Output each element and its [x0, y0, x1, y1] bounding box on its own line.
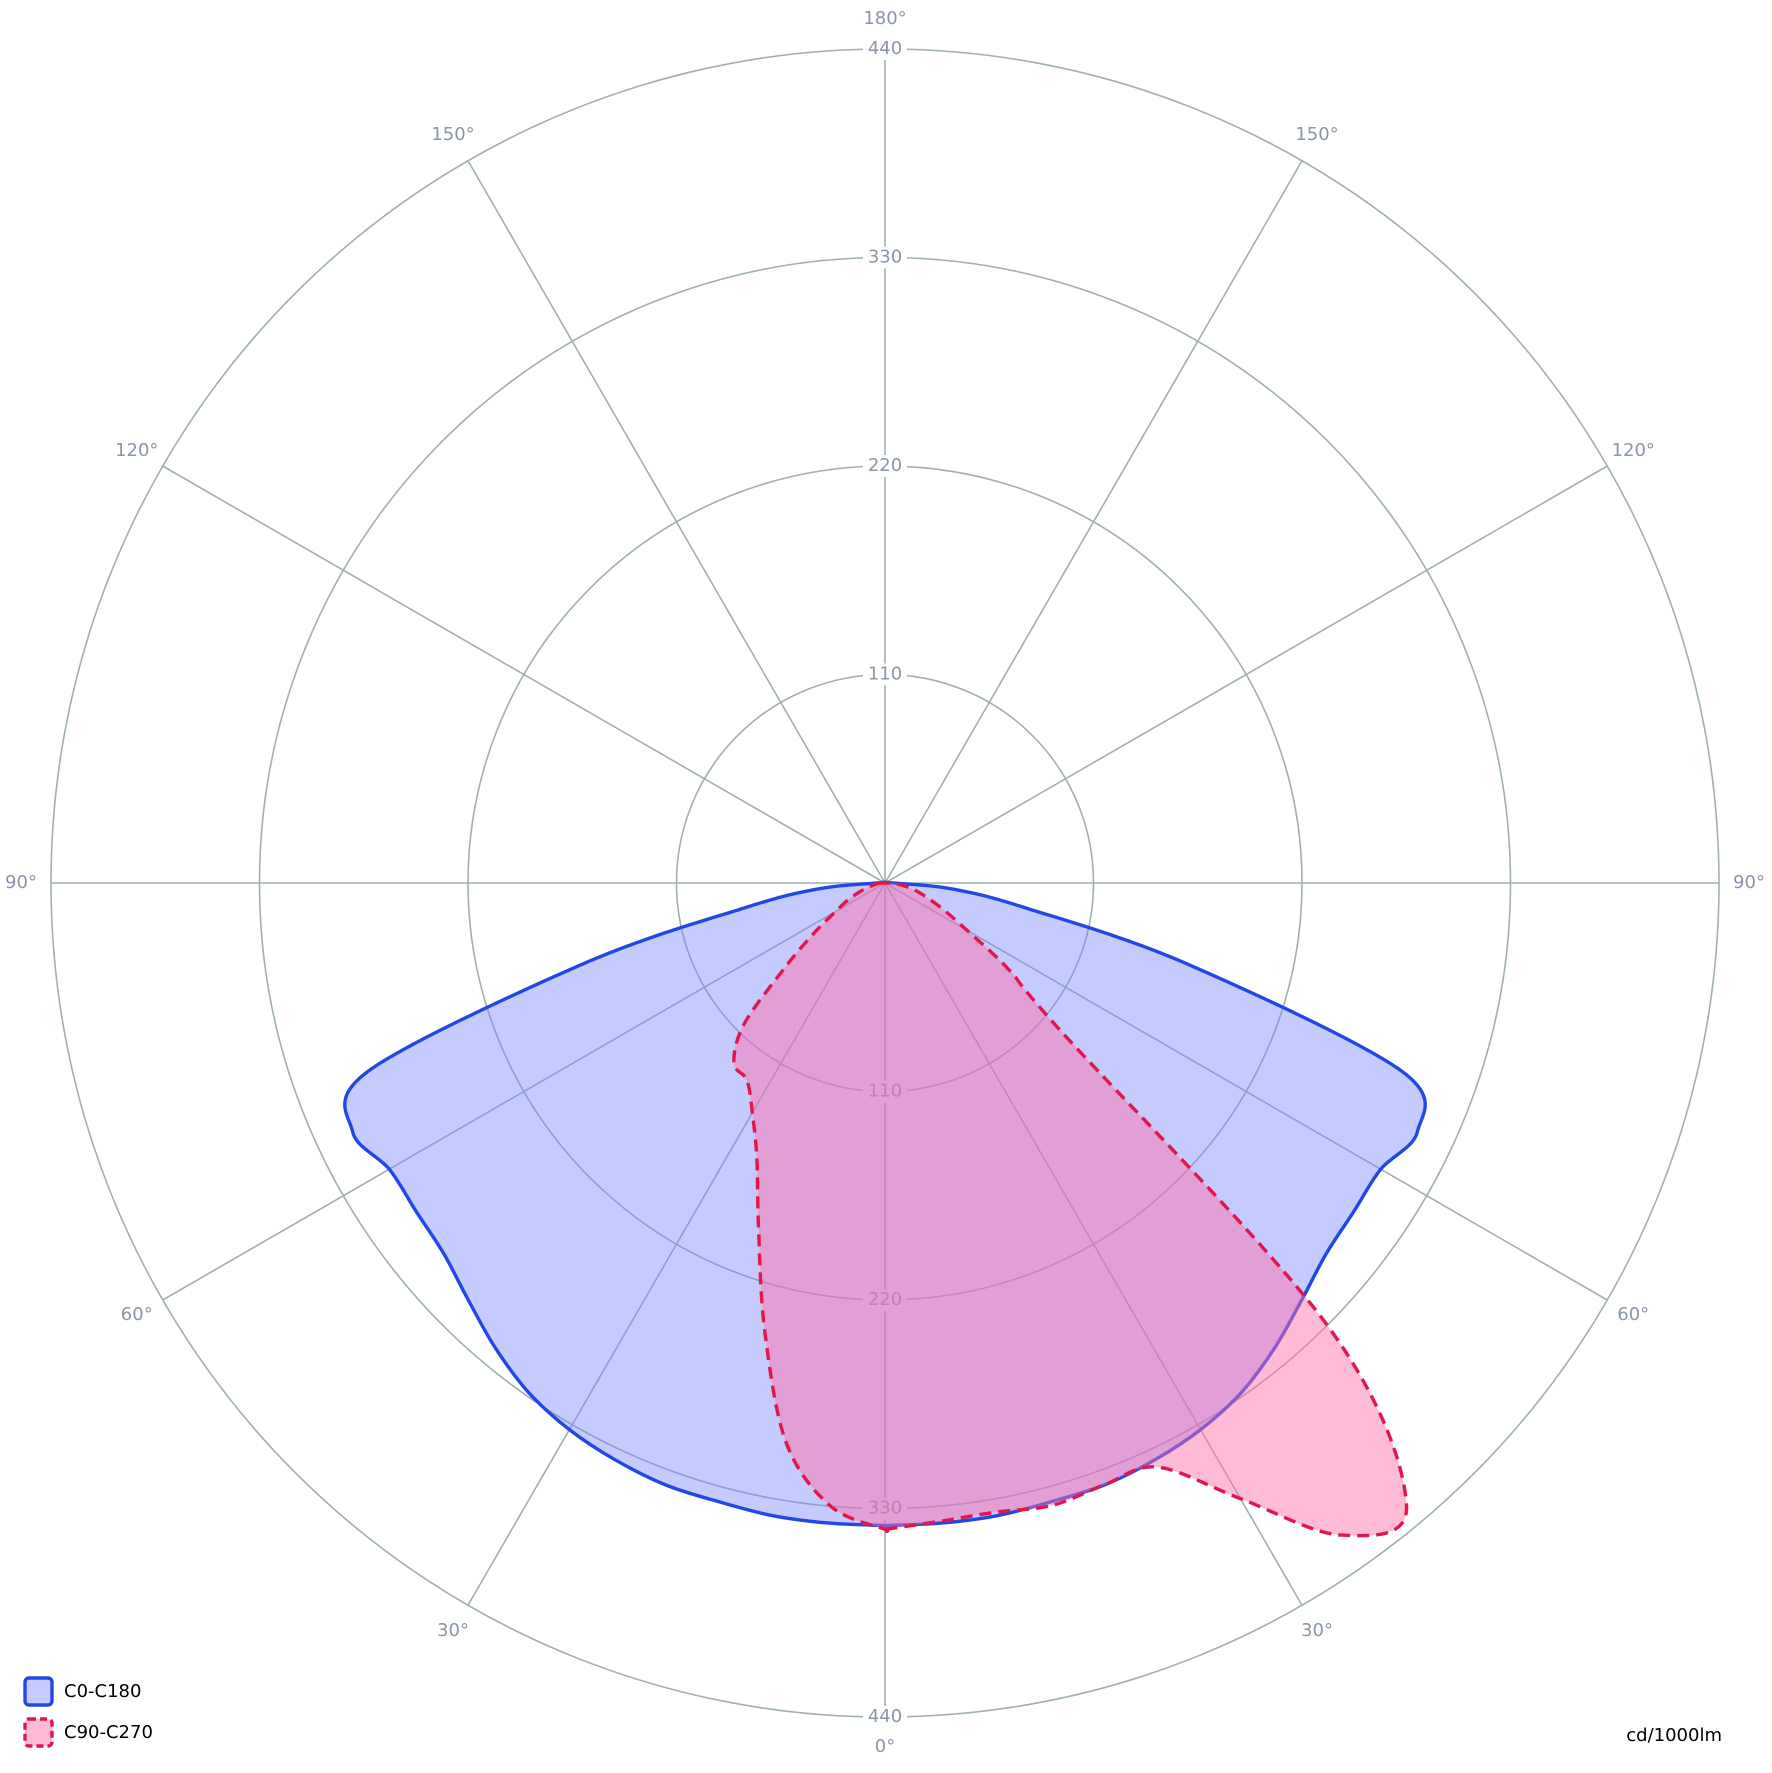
grid: 0° 30° 30° 60° 60° 90° 90° 120° 120° 150° 150° 180°…: [5, 8, 1765, 1757]
angle-tick-label: 90°: [1733, 872, 1765, 893]
angle-tick-label: 150°: [431, 124, 474, 145]
series-curve: [343, 880, 1427, 1528]
tick-label-bg: [863, 1080, 907, 1103]
r-tick-label: 220: [868, 1289, 902, 1310]
angle-tick-label: 120°: [1612, 440, 1655, 461]
series-curve: [732, 881, 1409, 1538]
angle-tick-label: 60°: [121, 1304, 153, 1325]
tick-label-bg: [863, 663, 907, 686]
tick-label-bg: [863, 1289, 907, 1311]
r-tick-label: 110: [868, 1081, 902, 1102]
angle-tick-label: 0°: [875, 1736, 895, 1757]
legend: C0-C180 C90-C270: [23, 1676, 153, 1748]
r-tick-label: 330: [868, 247, 902, 268]
grid-spoke: [467, 882, 886, 1606]
r-tick-label: 330: [868, 1498, 902, 1519]
grid-spoke: [884, 465, 1608, 884]
grid-spoke: [884, 882, 1608, 1301]
tick-label-bg: [863, 455, 907, 477]
angle-tick-label: 150°: [1295, 124, 1338, 145]
r-tick-label: 220: [868, 455, 902, 476]
tick-label-bg: [863, 1706, 907, 1728]
unit-label: cd/1000lm: [1626, 1725, 1722, 1746]
tick-label-bg: [863, 246, 907, 269]
grid-spoke: [162, 465, 886, 884]
angle-tick-label: 120°: [115, 440, 158, 461]
angle-tick-label: 30°: [1301, 1620, 1333, 1641]
legend-swatch: [23, 1717, 54, 1748]
legend-swatch: [23, 1676, 54, 1707]
r-tick-label: 440: [868, 1706, 902, 1727]
r-tick-label: 440: [868, 38, 902, 59]
angle-tick-label: 90°: [5, 872, 37, 893]
angle-tick-label: 30°: [437, 1620, 469, 1641]
legend-label: C0-C180: [64, 1681, 141, 1702]
r-tick-label: 110: [868, 664, 902, 685]
grid-spoke: [162, 882, 886, 1301]
angle-tick-label: 60°: [1617, 1304, 1649, 1325]
grid-spoke: [884, 882, 1303, 1606]
grid-spoke: [467, 160, 886, 884]
legend-label: C90-C270: [64, 1722, 153, 1743]
angle-tick-label: 180°: [863, 8, 906, 29]
curves: [343, 880, 1427, 1538]
tick-label-bg: [863, 38, 907, 60]
grid-spoke: [884, 160, 1303, 884]
tick-label-bg: [863, 1497, 907, 1520]
